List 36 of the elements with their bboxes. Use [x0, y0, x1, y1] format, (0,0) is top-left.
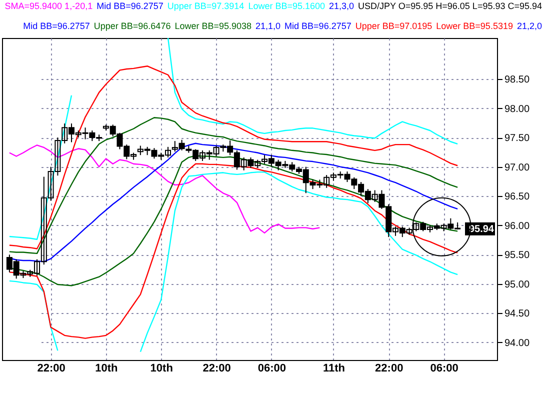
- x-tick-label: 10th: [95, 362, 118, 374]
- text: Upper BB=97.0195: [355, 20, 432, 33]
- line-series: [8, 66, 458, 250]
- y-tick-label: 97.00: [504, 162, 530, 174]
- y-tick-label: 95.00: [504, 279, 530, 290]
- text: 21,1,0: [256, 20, 281, 33]
- text: SMA=95.9400 1,-20,1: [4, 1, 93, 13]
- x-tick-label: 06:00: [258, 362, 286, 374]
- x-tick-label: 10th: [150, 362, 174, 374]
- y-tick-label: 97.50: [504, 133, 530, 144]
- text: Mid BB=96.2757: [96, 1, 164, 11]
- y-tick-label: 96.00: [504, 220, 530, 232]
- text: Mid BB=96.2757: [23, 20, 90, 31]
- text: Upper BB=97.3914: [167, 1, 244, 13]
- line-series: [8, 144, 320, 234]
- text: Lower BB=95.9038: [174, 20, 252, 33]
- y-tick-label: 96.50: [504, 192, 530, 203]
- y-tick-label: 95.50: [504, 250, 530, 262]
- x-tick-label: 06:00: [430, 362, 458, 374]
- x-tick-label: 22:00: [202, 362, 231, 374]
- x-tick-label: 11th: [322, 362, 346, 374]
- x-tick-label: 22:00: [37, 362, 66, 374]
- y-tick-label: 94.50: [504, 308, 530, 320]
- text: 21,3,0: [329, 1, 354, 13]
- text: 95.94: [468, 224, 494, 235]
- text: Lower BB=95.5319: [436, 20, 513, 33]
- text: USD/JPY O=95.95 H=96.05 L=95.93 C=95.94: [358, 1, 542, 13]
- text: Mid BB=96.2757: [284, 20, 352, 33]
- text: 21,2,0: [516, 20, 542, 33]
- y-tick-label: 98.00: [504, 104, 530, 115]
- text: Upper BB=96.6476: [94, 20, 171, 33]
- x-tick-label: 22:00: [375, 362, 404, 374]
- line-series: [8, 117, 458, 254]
- text: Lower BB=95.1600: [248, 1, 325, 13]
- y-tick-label: 94.00: [504, 338, 530, 349]
- y-tick-label: 98.50: [504, 74, 530, 86]
